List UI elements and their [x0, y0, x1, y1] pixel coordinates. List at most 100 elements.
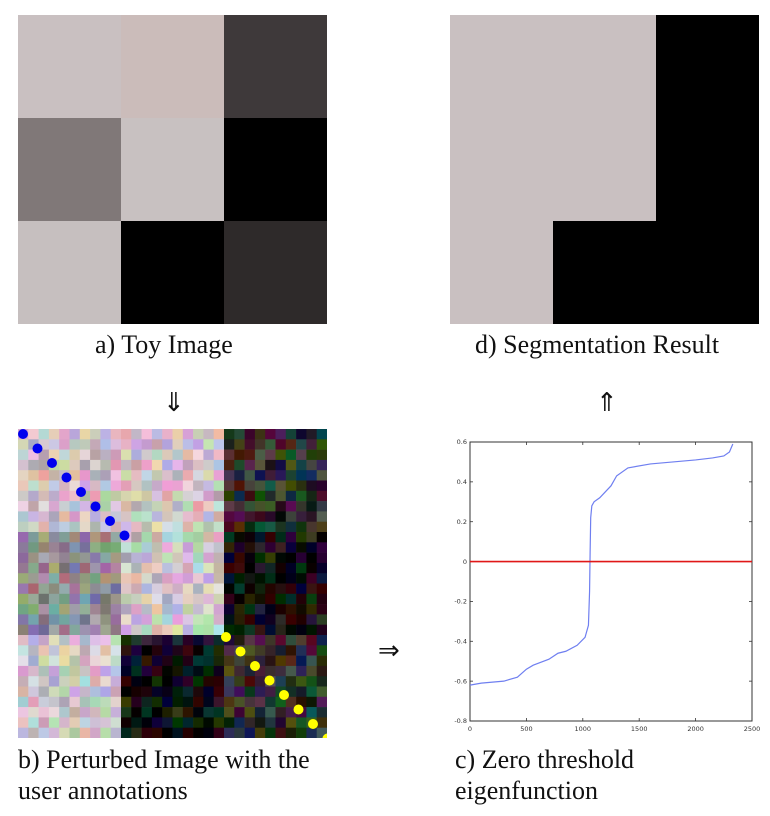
noise-pixel: [18, 521, 29, 533]
noise-pixel: [131, 727, 142, 738]
noise-pixel: [59, 696, 70, 708]
noise-pixel: [234, 490, 245, 502]
noise-pixel: [59, 490, 70, 502]
caption-segmentation-result: d) Segmentation Result: [475, 330, 720, 359]
noise-pixel: [79, 727, 91, 738]
noise-pixel: [79, 614, 91, 625]
noise-pixel: [121, 470, 132, 481]
noise-pixel: [203, 470, 214, 481]
noise-pixel: [265, 696, 276, 708]
noise-pixel: [306, 665, 317, 677]
noise-pixel: [110, 439, 122, 450]
noise-pixel: [316, 562, 327, 574]
toy-block: [121, 118, 225, 222]
noise-pixel: [213, 727, 225, 738]
noise-pixel: [151, 542, 163, 553]
noise-pixel: [28, 501, 39, 512]
toy-block: [224, 221, 327, 324]
noise-pixel: [100, 624, 111, 636]
noise-pixel: [265, 449, 276, 461]
noise-pixel: [213, 624, 225, 636]
noise-pixel: [69, 686, 81, 698]
noise-pixel: [224, 593, 235, 605]
noise-pixel: [110, 686, 122, 698]
noise-pixel: [265, 614, 276, 625]
noise-pixel: [203, 645, 214, 656]
noise-pixel: [162, 511, 173, 522]
noise-pixel: [141, 542, 153, 553]
noise-pixel: [285, 655, 297, 667]
noise-pixel: [69, 511, 81, 522]
noise-pixel: [48, 645, 60, 656]
noise-pixel: [296, 717, 307, 728]
noise-pixel: [69, 645, 81, 656]
toy-block: [18, 221, 122, 324]
noise-pixel: [131, 439, 142, 450]
noise-pixel: [193, 470, 204, 481]
noise-pixel: [203, 449, 214, 461]
noise-pixel: [203, 686, 214, 698]
noise-pixel: [306, 542, 317, 553]
noise-pixel: [110, 449, 122, 461]
noise-pixel: [285, 449, 297, 461]
noise-pixel: [121, 614, 132, 625]
noise-pixel: [131, 665, 142, 677]
noise-pixel: [275, 727, 287, 738]
noise-pixel: [121, 542, 132, 553]
noise-pixel: [151, 717, 163, 728]
noise-pixel: [285, 501, 297, 512]
noise-pixel: [38, 624, 50, 636]
noise-pixel: [306, 707, 317, 718]
caption-perturbed-image-line2: user annotations: [18, 776, 188, 805]
noise-pixel: [182, 429, 194, 440]
noise-pixel: [193, 501, 204, 512]
noise-pixel: [265, 501, 276, 512]
noise-pixel: [162, 521, 173, 533]
noise-pixel: [316, 573, 327, 584]
noise-pixel: [244, 449, 256, 461]
noise-pixel: [131, 429, 142, 440]
noise-pixel: [38, 470, 50, 481]
noise-pixel: [121, 573, 132, 584]
noise-pixel: [265, 583, 276, 595]
noise-pixel: [244, 717, 256, 728]
noise-pixel: [162, 470, 173, 481]
y-tick-label: -0.8: [454, 717, 467, 725]
noise-pixel: [100, 459, 111, 471]
noise-pixel: [265, 542, 276, 553]
noise-pixel: [121, 459, 132, 471]
noise-pixel: [285, 727, 297, 738]
noise-pixel: [296, 676, 307, 687]
noise-pixel: [254, 583, 266, 595]
noise-pixel: [48, 614, 60, 625]
noise-pixel: [224, 624, 235, 636]
noise-pixel: [254, 470, 266, 481]
noise-pixel: [285, 573, 297, 584]
noise-pixel: [79, 573, 91, 584]
noise-pixel: [100, 614, 111, 625]
noise-pixel: [131, 707, 142, 718]
noise-pixel: [131, 449, 142, 461]
noise-pixel: [296, 521, 307, 533]
noise-pixel: [203, 707, 214, 718]
noise-pixel: [254, 686, 266, 698]
noise-pixel: [131, 583, 142, 595]
noise-pixel: [121, 562, 132, 574]
noise-pixel: [285, 511, 297, 522]
noise-pixel: [213, 635, 225, 646]
noise-pixel: [182, 727, 194, 738]
noise-pixel: [100, 696, 111, 708]
noise-pixel: [182, 665, 194, 677]
noise-pixel: [151, 645, 163, 656]
noise-pixel: [69, 532, 81, 543]
noise-pixel: [162, 459, 173, 471]
noise-pixel: [69, 655, 81, 667]
noise-pixel: [162, 686, 173, 698]
noise-pixel: [100, 470, 111, 481]
noise-pixel: [38, 707, 50, 718]
noise-pixel: [90, 459, 101, 471]
noise-pixel: [296, 727, 307, 738]
right-arrow-icon: ⇒: [378, 636, 400, 666]
noise-pixel: [151, 686, 163, 698]
noise-pixel: [131, 645, 142, 656]
